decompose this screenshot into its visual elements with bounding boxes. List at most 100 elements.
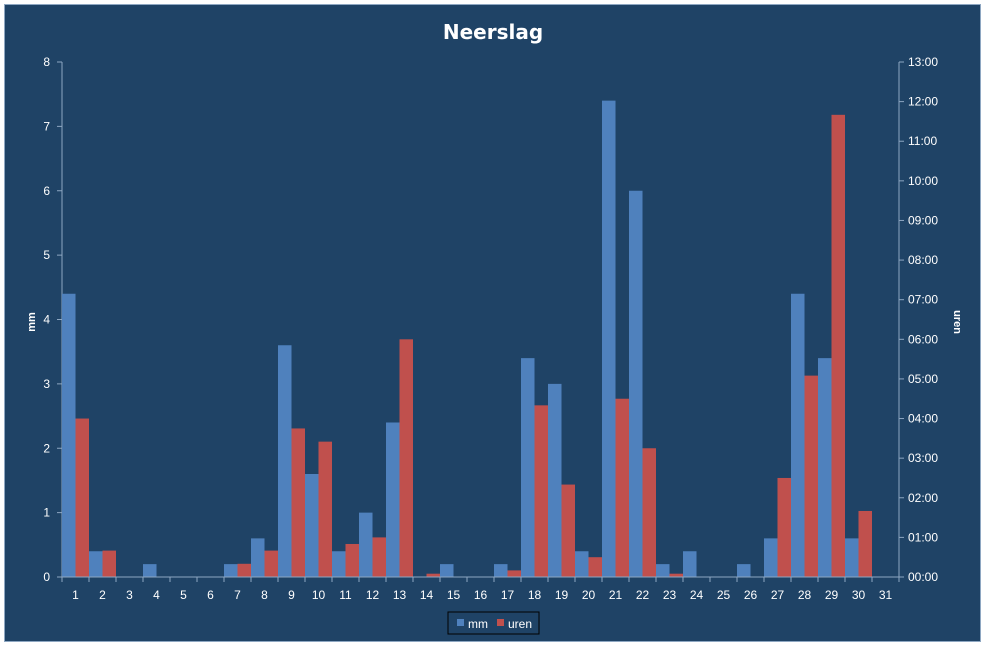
x-tick-label: 10 — [312, 588, 326, 602]
bar-uren-27 — [777, 477, 791, 577]
y-left-tick-label: 7 — [43, 119, 50, 133]
bar-uren-17 — [507, 570, 521, 577]
x-tick-label: 14 — [420, 588, 434, 602]
x-tick-label: 13 — [393, 588, 407, 602]
bar-uren-7 — [237, 563, 251, 577]
bar-uren-20 — [588, 557, 602, 577]
bar-uren-21 — [615, 398, 629, 577]
x-tick-label: 27 — [771, 588, 785, 602]
y-left-tick-label: 4 — [43, 313, 50, 327]
y-left-tick-label: 3 — [43, 377, 50, 391]
bar-uren-14 — [426, 573, 440, 577]
bar-uren-2 — [102, 550, 116, 577]
legend: mm uren — [447, 611, 540, 635]
x-tick-label: 21 — [609, 588, 623, 602]
bar-uren-28 — [804, 375, 818, 577]
y-axis-right-title: uren — [951, 310, 963, 334]
bar-uren-22 — [642, 448, 656, 577]
y-left-tick-label: 2 — [43, 441, 50, 455]
bar-mm-26 — [737, 564, 751, 577]
bar-mm-2 — [89, 551, 103, 577]
bar-uren-13 — [399, 339, 413, 577]
x-tick-label: 16 — [474, 588, 488, 602]
bar-uren-12 — [372, 537, 386, 577]
bar-mm-1 — [62, 293, 76, 577]
bar-mm-7 — [224, 564, 238, 577]
bar-mm-23 — [656, 564, 670, 577]
x-tick-label: 1 — [72, 588, 79, 602]
y-axis-left-title: mm — [26, 312, 38, 332]
x-tick-label: 24 — [690, 588, 704, 602]
x-tick-label: 26 — [744, 588, 758, 602]
x-tick-label: 31 — [879, 588, 893, 602]
bar-uren-30 — [858, 510, 872, 577]
y-right-tick-label: 08:00 — [908, 253, 938, 267]
legend-swatch-uren — [497, 619, 504, 626]
bar-uren-8 — [264, 550, 278, 577]
bar-mm-11 — [332, 551, 346, 577]
bar-uren-18 — [534, 405, 548, 577]
y-right-tick-label: 03:00 — [908, 451, 938, 465]
x-tick-label: 5 — [180, 588, 187, 602]
x-tick-label: 2 — [99, 588, 106, 602]
y-right-tick-label: 12:00 — [908, 95, 938, 109]
x-tick-label: 3 — [126, 588, 133, 602]
y-left-tick-label: 6 — [43, 184, 50, 198]
x-tick-label: 17 — [501, 588, 515, 602]
plot-area: 01234567800:0001:0002:0003:0004:0005:000… — [43, 55, 938, 602]
legend-swatch-mm — [457, 619, 464, 626]
x-tick-label: 11 — [339, 588, 352, 602]
bar-uren-1 — [75, 418, 89, 577]
x-tick-label: 30 — [852, 588, 866, 602]
chart-svg: Neerslag 01234567800:0001:0002:0003:0004… — [26, 20, 963, 635]
legend-label-uren: uren — [508, 617, 532, 631]
x-tick-label: 15 — [447, 588, 461, 602]
bar-mm-9 — [278, 345, 292, 577]
x-tick-label: 6 — [207, 588, 214, 602]
x-tick-label: 28 — [798, 588, 812, 602]
y-right-tick-label: 04:00 — [908, 412, 938, 426]
y-right-tick-label: 10:00 — [908, 174, 938, 188]
bar-uren-10 — [318, 441, 332, 577]
x-tick-label: 7 — [234, 588, 241, 602]
y-left-tick-label: 5 — [43, 248, 50, 262]
x-tick-label: 4 — [153, 588, 160, 602]
y-right-tick-label: 11:00 — [908, 134, 937, 148]
x-tick-label: 18 — [528, 588, 542, 602]
bar-uren-19 — [561, 484, 575, 577]
x-tick-label: 22 — [636, 588, 650, 602]
y-right-tick-label: 01:00 — [908, 530, 938, 544]
bar-mm-29 — [818, 358, 832, 577]
bar-uren-29 — [831, 114, 845, 578]
y-right-tick-label: 09:00 — [908, 213, 938, 227]
y-left-tick-label: 8 — [43, 55, 50, 69]
y-right-tick-label: 00:00 — [908, 570, 938, 584]
bar-mm-18 — [521, 358, 535, 577]
bar-mm-20 — [575, 551, 589, 577]
bar-mm-12 — [359, 512, 373, 577]
legend-label-mm: mm — [468, 617, 488, 631]
x-tick-label: 29 — [825, 588, 839, 602]
y-right-tick-label: 05:00 — [908, 372, 938, 386]
y-right-tick-label: 13:00 — [908, 55, 938, 69]
bar-mm-17 — [494, 564, 508, 577]
legend-box — [447, 611, 540, 635]
bar-mm-22 — [629, 190, 643, 577]
bar-mm-8 — [251, 538, 265, 577]
bar-mm-24 — [683, 551, 697, 577]
bar-mm-28 — [791, 293, 805, 577]
bar-mm-13 — [386, 422, 400, 577]
x-tick-label: 8 — [261, 588, 268, 602]
bar-mm-21 — [602, 100, 616, 577]
bar-uren-23 — [669, 573, 683, 577]
bar-mm-10 — [305, 474, 319, 577]
x-tick-label: 23 — [663, 588, 677, 602]
bar-mm-30 — [845, 538, 859, 577]
x-tick-label: 12 — [366, 588, 380, 602]
bar-mm-4 — [143, 564, 157, 577]
bar-uren-9 — [291, 428, 305, 577]
y-right-tick-label: 02:00 — [908, 491, 938, 505]
y-right-tick-label: 07:00 — [908, 293, 938, 307]
x-tick-label: 20 — [582, 588, 596, 602]
chart-area: Neerslag 0 1 2 3 4 5 6 7 8 00:00 01:00 02:00 03:00 04… — [4, 4, 981, 642]
